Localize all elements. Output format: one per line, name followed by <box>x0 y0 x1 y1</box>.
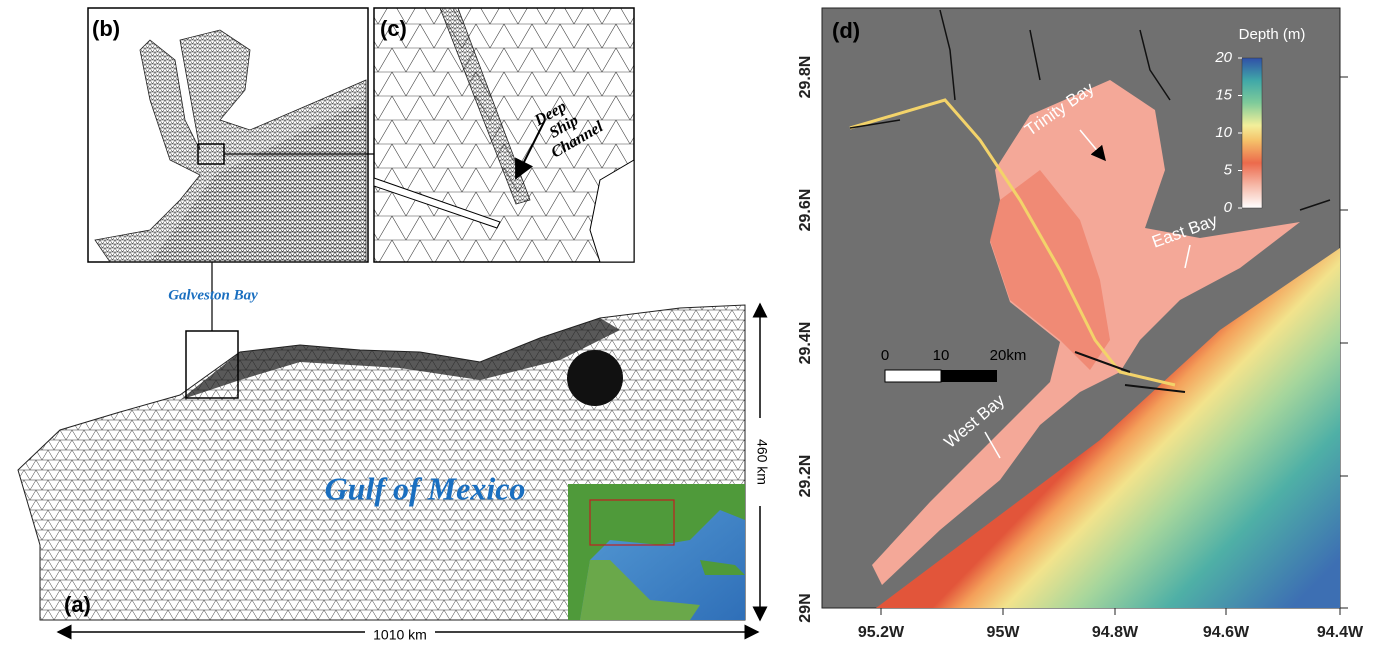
lon-label: 94.6W <box>1203 624 1250 641</box>
panel-d: Depth (m) 0 10 20km Trinity Bay East Bay… <box>822 8 1340 608</box>
scale-label: 10 <box>933 347 950 364</box>
panel-label: (b) <box>92 16 120 41</box>
lon-label: 94.8W <box>1092 624 1139 641</box>
scale-label: 20km <box>990 347 1027 364</box>
colorbar <box>1242 58 1262 208</box>
figure: Galveston Bay Gulf of Mexico 460 km 1010… <box>0 0 1386 648</box>
scale-label: 0 <box>881 347 889 364</box>
lat-label: 29.4N <box>797 322 814 365</box>
lat-label: 29N <box>797 593 814 622</box>
height-label: 460 km <box>754 439 770 485</box>
width-label: 1010 km <box>373 627 427 643</box>
colorbar-tick-label: 10 <box>1215 124 1232 141</box>
lat-label: 29.2N <box>797 455 814 498</box>
panel-b: (b) <box>88 8 374 262</box>
mesh-cluster <box>567 350 623 406</box>
panel-label: (a) <box>64 592 91 617</box>
region-label: Galveston Bay <box>168 287 258 303</box>
colorbar-tick-label: 5 <box>1224 161 1233 178</box>
lon-label: 95.2W <box>858 624 905 641</box>
lon-label: 94.4W <box>1317 624 1364 641</box>
scale-bar <box>885 370 997 382</box>
panel-label: (c) <box>380 16 407 41</box>
colorbar-tick-label: 20 <box>1214 49 1232 66</box>
lat-label: 29.6N <box>797 189 814 232</box>
sea-label: Gulf of Mexico <box>325 470 526 506</box>
lon-label: 95W <box>987 624 1021 641</box>
panel-label: (d) <box>832 18 860 43</box>
panel-c: Deep Ship Channel (c) <box>374 8 634 262</box>
panel-a: Galveston Bay Gulf of Mexico 460 km 1010… <box>18 262 770 643</box>
lat-label: 29.8N <box>797 56 814 99</box>
colorbar-tick-label: 0 <box>1224 199 1233 216</box>
colorbar-title: Depth (m) <box>1239 26 1306 43</box>
colorbar-tick-label: 15 <box>1215 86 1232 103</box>
inset-map <box>568 484 745 620</box>
